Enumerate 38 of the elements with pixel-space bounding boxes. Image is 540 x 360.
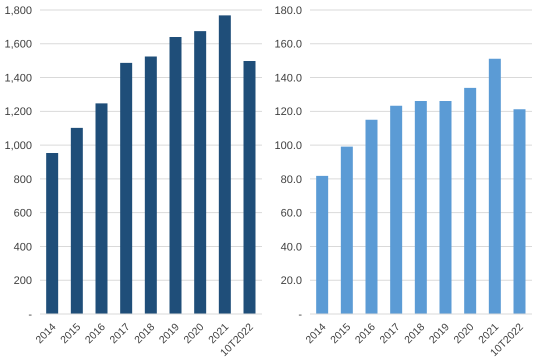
y-tick-label: 600: [14, 208, 32, 220]
bar: [316, 176, 328, 314]
bar: [244, 61, 256, 314]
bar: [46, 153, 58, 314]
y-tick-label: 160.0: [274, 38, 302, 51]
y-tick-label: 80.0: [280, 174, 302, 186]
y-tick-label: 1,000: [4, 140, 32, 152]
y-tick-label: 20.0: [280, 275, 302, 288]
bar: [414, 101, 427, 314]
y-tick-label: -: [28, 308, 32, 321]
y-tick-label: -: [298, 308, 302, 321]
bar: [514, 109, 526, 314]
y-tick-label: 400: [14, 241, 32, 254]
bar: [218, 15, 231, 314]
bar: [390, 106, 402, 314]
y-tick-label: 40.0: [280, 241, 302, 254]
y-tick-label: 60.0: [280, 208, 302, 220]
y-tick-label: 1,400: [4, 72, 32, 84]
y-tick-label: 1,200: [4, 106, 32, 118]
bar: [464, 88, 476, 314]
bar: [488, 58, 501, 314]
bar: [440, 101, 452, 314]
bar: [340, 146, 353, 314]
bar: [194, 31, 206, 314]
y-tick-label: 140.0: [274, 72, 302, 84]
y-tick-label: 800: [14, 174, 32, 186]
bar: [144, 56, 157, 314]
bar: [366, 120, 378, 314]
y-tick-label: 1,600: [4, 38, 32, 51]
bar: [70, 128, 83, 314]
y-tick-label: 200: [14, 275, 32, 288]
bar: [120, 62, 132, 314]
y-tick-label: 180.0: [274, 4, 302, 17]
y-tick-label: 1,800: [4, 4, 32, 17]
y-tick-label: 120.0: [274, 106, 302, 118]
y-tick-label: 100.0: [274, 140, 302, 152]
bar: [96, 103, 108, 314]
bar: [170, 37, 182, 314]
